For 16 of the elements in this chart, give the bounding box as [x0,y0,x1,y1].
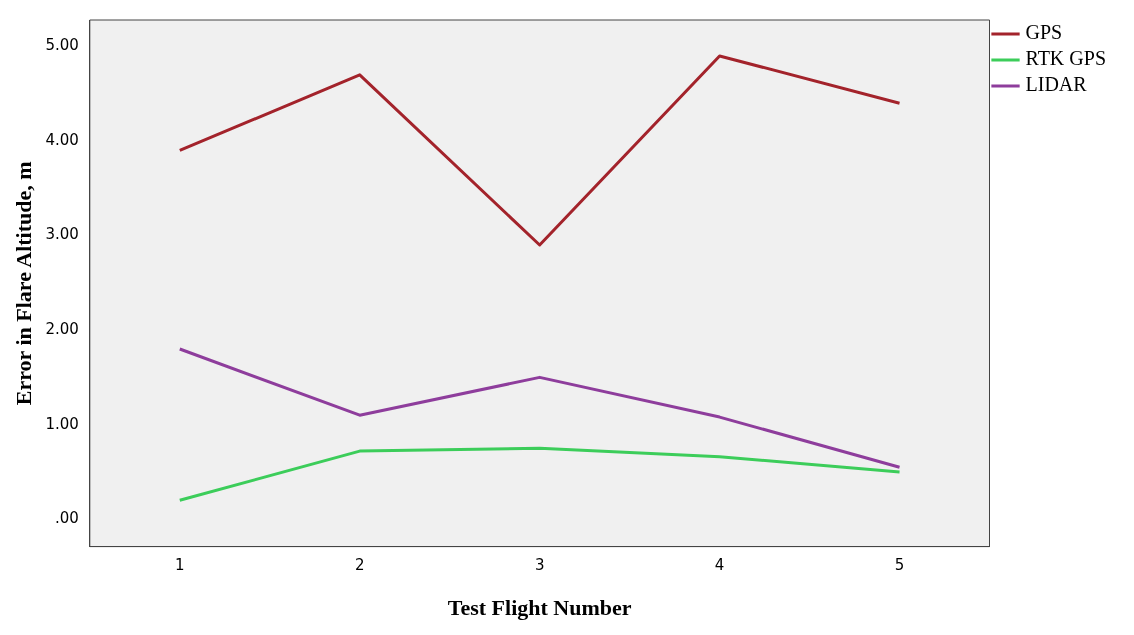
x-tick-label: 3 [534,556,545,575]
x-axis-title: Test Flight Number [447,595,632,621]
legend-label: RTK GPS [1025,47,1107,70]
x-tick-label: 5 [894,556,905,575]
x-tick-label: 1 [175,556,185,575]
y-tick-label: 2.00 [45,319,79,338]
x-tick-label: 4 [714,556,725,575]
y-tick-label: .00 [54,509,79,528]
y-tick-label: 5.00 [45,36,79,55]
y-tick-label: 4.00 [45,130,79,149]
y-axis-title: Error in Flare Altitude, m [10,161,36,406]
legend-label: LIDAR [1025,73,1088,96]
legend-label: GPS [1025,21,1063,44]
y-tick-label: 1.00 [45,414,79,433]
x-tick-label: 2 [354,556,365,575]
y-tick-label: 3.00 [45,225,79,244]
